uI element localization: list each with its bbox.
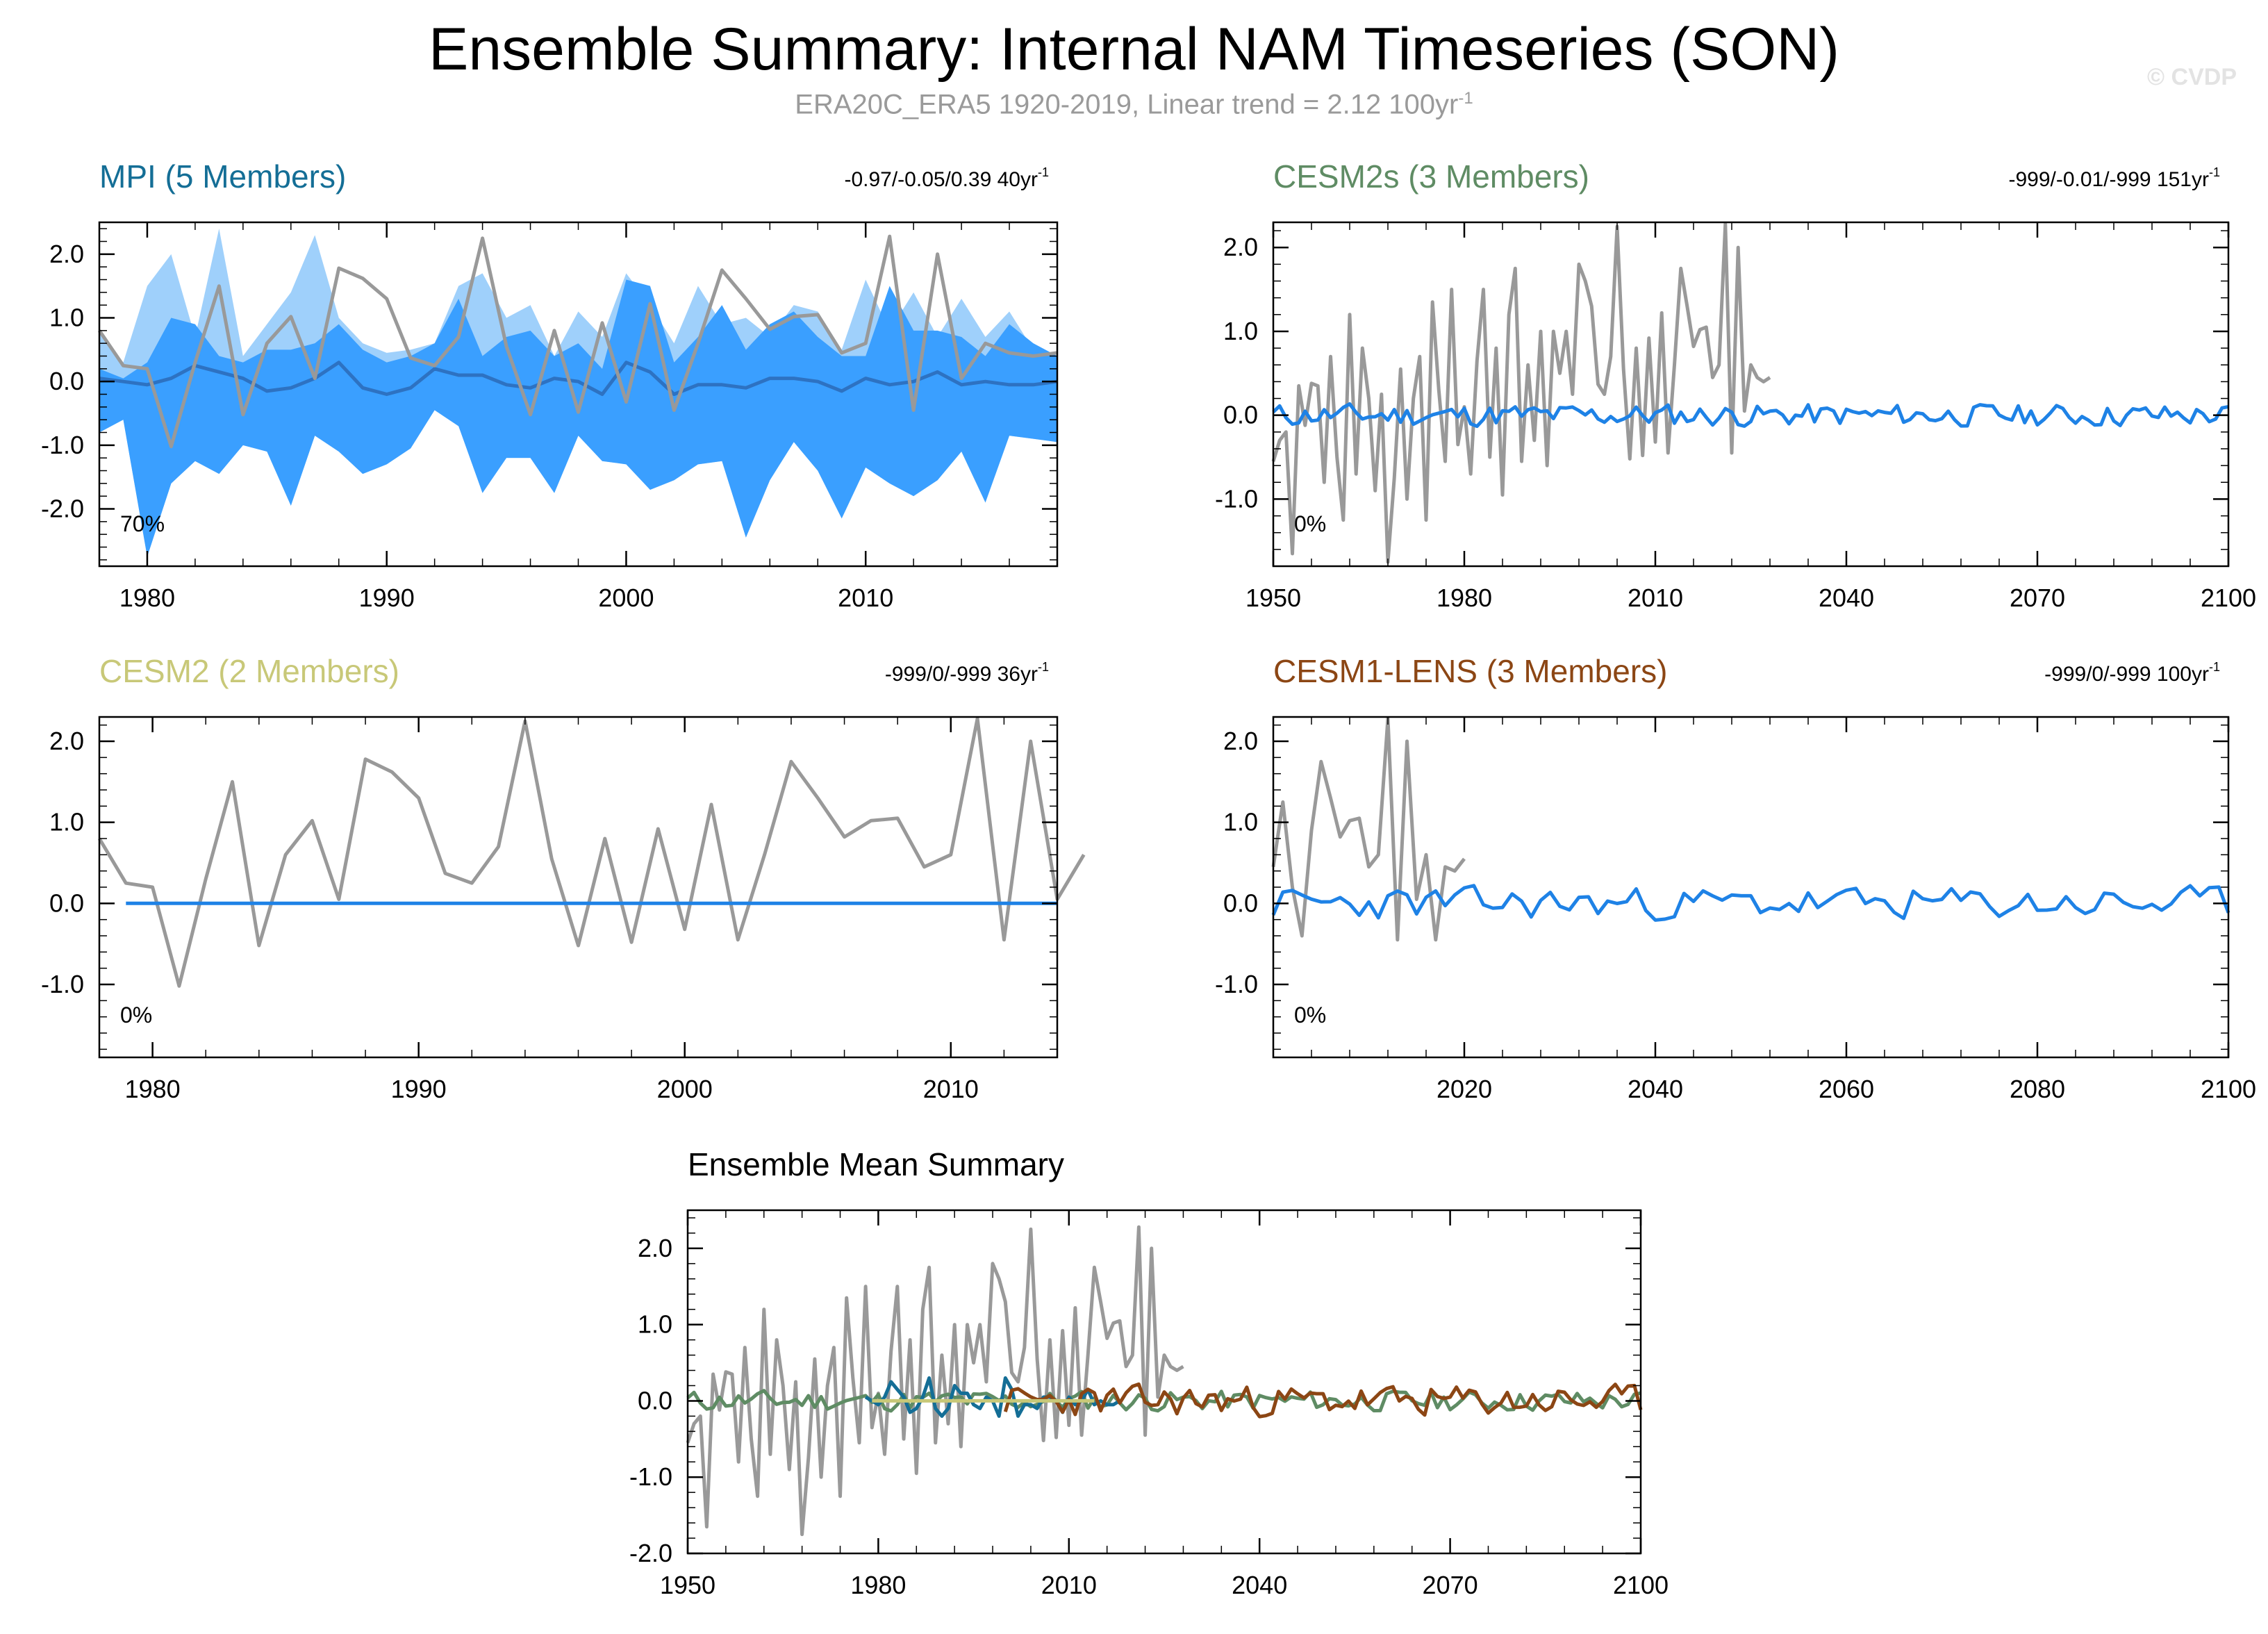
y-tick-label: 1.0	[49, 808, 84, 836]
x-tick-label: 1980	[119, 584, 175, 612]
percent-label: 70%	[120, 511, 165, 536]
x-tick-label: 2020	[1437, 1075, 1492, 1103]
summary-plot-area	[686, 1225, 1643, 1537]
y-tick-label: -1.0	[41, 970, 84, 998]
x-tick-label: 2010	[1628, 584, 1683, 612]
main-title: Ensemble Summary: Internal NAM Timeserie…	[428, 16, 1840, 83]
y-tick-label: -1.0	[629, 1462, 672, 1491]
cesm1-observed-line	[1271, 716, 1466, 942]
panel-stats-value: -999/0/-999 36yr	[885, 663, 1038, 686]
x-tick-label: 2040	[1628, 1075, 1683, 1103]
plot-frame	[98, 716, 1059, 1059]
y-tick-label: 2.0	[49, 240, 84, 268]
panel-title: CESM2 (2 Members)	[99, 653, 399, 689]
x-tick-label: 2070	[2010, 584, 2065, 612]
summary-observed-line	[686, 1225, 1184, 1537]
panel-2: CESM2s (3 Members) -999/-0.01/-999 151yr-…	[1215, 158, 2256, 612]
x-tick-label: 1990	[359, 584, 415, 612]
y-tick-label: 2.0	[638, 1234, 672, 1262]
panel-title: MPI (5 Members)	[99, 158, 346, 195]
x-tick-label: 2100	[2201, 584, 2256, 612]
panel-title: CESM1-LENS (3 Members)	[1273, 653, 1667, 689]
cesm1-plot-area	[1271, 716, 2230, 942]
panel-1: MPI (5 Members) -0.97/-0.05/0.39 40yr-1 2.…	[41, 158, 1059, 612]
x-tick-label: 1990	[391, 1075, 447, 1103]
y-tick-label: 0.0	[49, 367, 84, 395]
x-tick-label: 1980	[125, 1075, 181, 1103]
cesm2-observed-line	[97, 716, 1086, 988]
x-tick-label: 2000	[598, 584, 654, 612]
cesm2s-plot-area	[1271, 222, 2229, 564]
x-tick-label: 1950	[660, 1571, 715, 1599]
panel-stats: -999/0/-999 36yr-1	[885, 660, 1049, 686]
subtitle: ERA20C_ERA5 1920-2019, Linear trend = 2.…	[0, 89, 2268, 120]
panel-stats-value: -999/0/-999 100yr	[2044, 663, 2209, 686]
x-tick-label: 1980	[850, 1571, 906, 1599]
x-tick-label: 2100	[2201, 1075, 2256, 1103]
y-tick-label: 2.0	[1223, 727, 1258, 755]
y-tick-label: 0.0	[638, 1386, 672, 1414]
panel-3: CESM2 (2 Members) -999/0/-999 36yr-1 2.0 1.…	[41, 653, 1059, 1103]
y-tick-label: -1.0	[41, 431, 84, 459]
panel-title: Ensemble Mean Summary	[688, 1146, 1064, 1182]
y-tick-label: -1.0	[1215, 970, 1258, 998]
cesm2s-ensemble-mean-line	[1272, 402, 2229, 429]
y-tick-label: 1.0	[1223, 808, 1258, 836]
y-tick-label: 0.0	[1223, 889, 1258, 917]
panel-5: Ensemble Mean Summary 2.0 1.0 0.0 -1.0 -2.0 19…	[629, 1146, 1669, 1599]
mpi-plot-area	[97, 229, 1058, 557]
cesm2-plot-area	[97, 716, 1086, 988]
y-tick-label: 0.0	[1223, 401, 1258, 429]
panel-stats-superscript: -1	[1038, 165, 1049, 179]
x-tick-label: 2070	[1423, 1571, 1478, 1599]
y-tick-label: 1.0	[1223, 317, 1258, 345]
panel-stats-superscript: -1	[2209, 660, 2220, 674]
x-tick-label: 2040	[1819, 584, 1874, 612]
mpi-ensemble-mean-line	[99, 361, 1058, 396]
y-tick-label: 2.0	[49, 727, 84, 755]
panel-stats: -999/0/-999 100yr-1	[2044, 660, 2220, 686]
plot-frame	[686, 1209, 1642, 1555]
y-tick-label: -2.0	[41, 495, 84, 523]
cesm1-ensemble-mean-line	[1271, 884, 2230, 922]
x-tick-label: 2000	[657, 1075, 713, 1103]
panel-4: CESM1-LENS (3 Members) -999/0/-999 100yr-…	[1215, 653, 2256, 1103]
x-tick-label: 2010	[838, 584, 893, 612]
x-tick-label: 2100	[1613, 1571, 1669, 1599]
y-tick-label: 0.0	[49, 889, 84, 917]
x-tick-label: 2010	[1041, 1571, 1097, 1599]
panel-stats: -999/-0.01/-999 151yr-1	[2008, 165, 2220, 191]
x-tick-label: 2060	[1819, 1075, 1874, 1103]
subtitle-superscript: -1	[1458, 89, 1473, 108]
subtitle-text: ERA20C_ERA5 1920-2019, Linear trend = 2.…	[795, 89, 1459, 120]
cesm2s-observed-line	[1271, 222, 1771, 564]
mpi-observed-line	[97, 234, 1058, 449]
x-tick-label: 2040	[1232, 1571, 1287, 1599]
mpi-spread-inner	[99, 279, 1057, 557]
x-tick-label: 1980	[1437, 584, 1492, 612]
percent-label: 0%	[1294, 511, 1326, 536]
panel-stats-superscript: -1	[2209, 165, 2220, 179]
x-tick-label: 1950	[1245, 584, 1301, 612]
percent-label: 0%	[1294, 1002, 1326, 1028]
y-tick-label: -2.0	[629, 1539, 672, 1567]
panel-title: CESM2s (3 Members)	[1273, 158, 1589, 195]
x-tick-label: 2010	[923, 1075, 979, 1103]
panel-stats: -0.97/-0.05/0.39 40yr-1	[844, 165, 1049, 191]
y-tick-label: 1.0	[49, 304, 84, 332]
y-tick-label: 2.0	[1223, 233, 1258, 261]
summary-cesm1-line	[1003, 1382, 1643, 1419]
cvdp-watermark: © CVDP	[2147, 64, 2237, 90]
y-tick-label: 1.0	[638, 1310, 672, 1339]
panel-stats-value: -999/-0.01/-999 151yr	[2008, 168, 2209, 191]
plot-frame	[1272, 221, 2230, 568]
panel-stats-superscript: -1	[1038, 660, 1049, 674]
x-tick-label: 2080	[2010, 1075, 2065, 1103]
y-tick-label: -1.0	[1215, 484, 1258, 513]
panel-stats-value: -0.97/-0.05/0.39 40yr	[844, 168, 1038, 191]
percent-label: 0%	[120, 1002, 152, 1028]
